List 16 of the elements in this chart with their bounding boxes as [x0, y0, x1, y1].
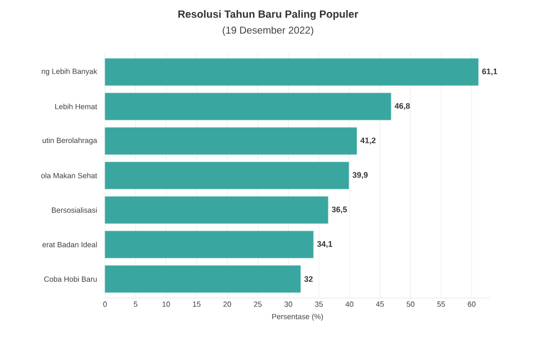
chart-title: Resolusi Tahun Baru Paling Populer — [178, 10, 358, 20]
bar — [104, 127, 357, 155]
bar — [104, 58, 479, 86]
bar — [104, 265, 301, 293]
bar — [104, 196, 328, 224]
data-label: 39,9 — [352, 172, 368, 179]
chart-subtitle: (19 Desember 2022) — [222, 26, 314, 36]
data-label: 36,5 — [332, 206, 347, 214]
data-label: 41,2 — [360, 138, 376, 144]
bar — [104, 92, 392, 120]
bar — [104, 230, 314, 258]
data-label: 61,1 — [482, 68, 498, 76]
data-label: 32 — [304, 276, 313, 282]
data-label: 46,8 — [394, 103, 410, 110]
bar — [104, 162, 350, 190]
data-label: 34,1 — [317, 241, 332, 248]
